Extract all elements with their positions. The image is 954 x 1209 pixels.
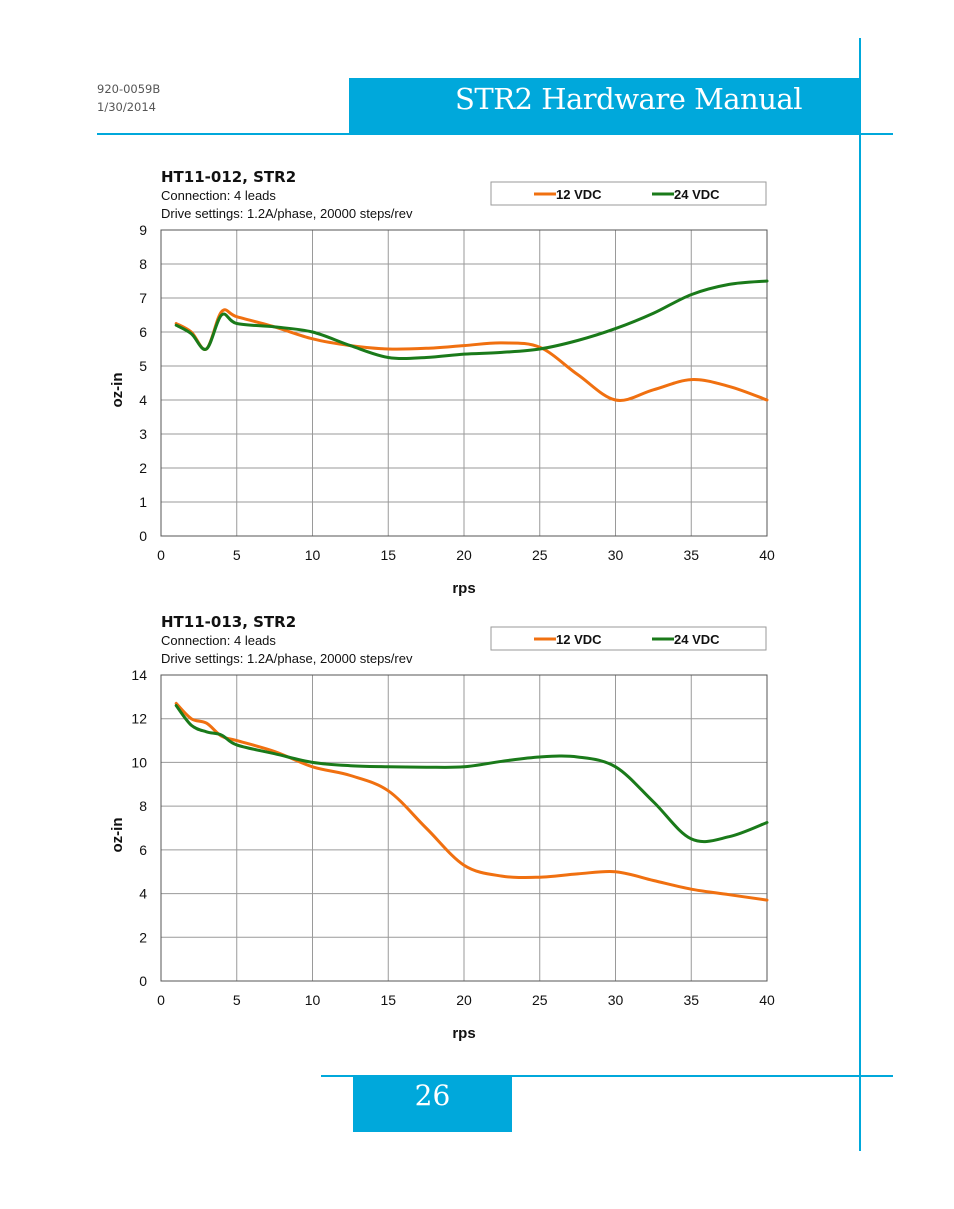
chart1-plot-frame: [160, 229, 768, 537]
chart1-x-tick-label: 35: [683, 547, 699, 563]
chart1-y-tick-label: 8: [139, 256, 147, 272]
chart2-series-line-24vdc: [174, 704, 769, 844]
chart2-subtitle-line: Drive settings: 1.2A/phase, 20000 steps/…: [161, 651, 413, 666]
chart2-y-axis-label: oz-in: [109, 818, 126, 853]
chart2-x-tick-label: 15: [380, 992, 396, 1008]
chart1-x-tick-label: 15: [380, 547, 396, 563]
chart2-x-tick-label: 25: [532, 992, 548, 1008]
chart1-y-tick-label: 4: [139, 392, 147, 408]
title-banner: STR2 Hardware Manual: [349, 78, 860, 135]
right-margin-rule: [859, 38, 861, 1151]
chart1-x-axis-label: rps: [452, 580, 475, 597]
chart1-x-tick-label: 25: [532, 547, 548, 563]
chart2-y-tick-label: 4: [139, 886, 147, 902]
chart1-y-tick-label: 6: [139, 324, 147, 340]
footer-rule: [321, 1075, 893, 1077]
chart2-x-tick-label: 40: [759, 992, 775, 1008]
chart2-y-tick-label: 2: [139, 929, 147, 945]
header-rule: [97, 133, 893, 135]
chart2-y-tick-label: 6: [139, 842, 147, 858]
chart1-x-tick-label: 10: [305, 547, 321, 563]
page-number-box: 26: [353, 1077, 512, 1132]
chart2-series-line-12vdc: [174, 701, 769, 902]
chart2-legend-box: [490, 626, 767, 651]
chart1-x-tick-label: 30: [608, 547, 624, 563]
chart2-x-tick-label: 20: [456, 992, 472, 1008]
chart1-y-tick-label: 1: [139, 494, 147, 510]
page-number: 26: [414, 1079, 451, 1112]
chart1-y-axis-label: oz-in: [109, 373, 126, 408]
chart1-subtitle-line: Drive settings: 1.2A/phase, 20000 steps/…: [161, 206, 413, 221]
chart1-x-tick-label: 40: [759, 547, 775, 563]
chart2-title: HT11-013, STR2: [161, 613, 296, 631]
document-number: 920-0059B: [97, 82, 161, 96]
chart1-subtitle-line: Connection: 4 leads: [161, 188, 276, 203]
chart2-y-tick-label: 0: [139, 973, 147, 989]
chart2-plot-frame: [160, 674, 768, 982]
chart-ht11-012: HT11-012, STR2 Connection: 4 leads Drive s…: [109, 168, 775, 597]
chart1-x-tick-label: 0: [157, 547, 165, 563]
chart1-y-tick-label: 9: [139, 222, 147, 238]
chart1-y-tick-label: 5: [139, 358, 147, 374]
chart1-y-tick-label: 0: [139, 528, 147, 544]
chart2-x-tick-label: 35: [683, 992, 699, 1008]
chart2-y-tick-label: 8: [139, 798, 147, 814]
chart-ht11-013: HT11-013, STR2 Connection: 4 leads Drive s…: [109, 613, 775, 1042]
chart2-y-tick-label: 14: [131, 667, 147, 683]
chart1-y-tick-label: 2: [139, 460, 147, 476]
chart2-subtitle-line: Connection: 4 leads: [161, 633, 276, 648]
chart1-x-tick-label: 5: [233, 547, 241, 563]
chart2-y-tick-label: 12: [131, 711, 147, 727]
document-id-block: 920-0059B 1/30/2014: [97, 80, 160, 116]
chart1-legend-box: [490, 181, 767, 206]
chart2-legend-label: 12 VDC: [556, 632, 602, 647]
chart2-legend-label: 24 VDC: [674, 632, 720, 647]
chart1-y-tick-label: 7: [139, 290, 147, 306]
chart1-series-line-24vdc: [174, 279, 769, 361]
manual-title: STR2 Hardware Manual: [455, 82, 802, 116]
chart1-legend-label: 24 VDC: [674, 187, 720, 202]
chart2-x-axis-label: rps: [452, 1025, 475, 1042]
chart2-x-tick-label: 10: [305, 992, 321, 1008]
chart1-series-line-12vdc: [174, 308, 769, 402]
chart1-y-tick-label: 3: [139, 426, 147, 442]
chart2-x-tick-label: 0: [157, 992, 165, 1008]
chart2-x-tick-label: 30: [608, 992, 624, 1008]
chart1-x-tick-label: 20: [456, 547, 472, 563]
document-date: 1/30/2014: [97, 100, 156, 114]
chart2-y-tick-label: 10: [131, 754, 147, 770]
chart2-x-tick-label: 5: [233, 992, 241, 1008]
chart1-legend-label: 12 VDC: [556, 187, 602, 202]
chart1-title: HT11-012, STR2: [161, 168, 296, 186]
